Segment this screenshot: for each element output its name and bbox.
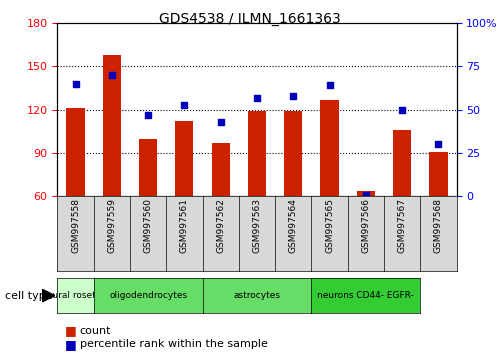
Text: GSM997559: GSM997559 — [107, 198, 116, 253]
Bar — [357, 191, 375, 196]
Point — [398, 107, 406, 113]
Text: GSM997565: GSM997565 — [325, 198, 334, 253]
Text: GDS4538 / ILMN_1661363: GDS4538 / ILMN_1661363 — [159, 12, 340, 27]
Point — [289, 93, 297, 99]
Point — [71, 81, 79, 87]
Text: neurons CD44- EGFR-: neurons CD44- EGFR- — [317, 291, 414, 300]
Text: percentile rank within the sample: percentile rank within the sample — [80, 339, 268, 349]
Bar — [175, 121, 194, 196]
Text: GSM997560: GSM997560 — [144, 198, 153, 253]
Text: GSM997566: GSM997566 — [361, 198, 370, 253]
Bar — [320, 99, 339, 196]
Text: oligodendrocytes: oligodendrocytes — [109, 291, 187, 300]
Bar — [284, 111, 302, 196]
Point — [253, 95, 261, 101]
Point — [181, 102, 189, 107]
Bar — [139, 139, 157, 196]
Text: cell type: cell type — [5, 291, 52, 301]
Text: GSM997562: GSM997562 — [216, 198, 225, 253]
Point — [325, 82, 333, 88]
Text: astrocytes: astrocytes — [234, 291, 280, 300]
Point — [144, 112, 152, 118]
Point — [217, 119, 225, 125]
Text: GSM997558: GSM997558 — [71, 198, 80, 253]
Text: neural rosettes: neural rosettes — [41, 291, 110, 300]
Bar — [103, 55, 121, 196]
Point — [362, 192, 370, 198]
Point — [108, 72, 116, 78]
Text: GSM997564: GSM997564 — [289, 198, 298, 253]
Point — [435, 142, 443, 147]
Bar — [393, 130, 411, 196]
Text: GSM997567: GSM997567 — [398, 198, 407, 253]
Bar — [66, 108, 85, 196]
Text: ■: ■ — [65, 325, 77, 337]
Polygon shape — [42, 290, 55, 302]
Bar — [212, 143, 230, 196]
Text: GSM997568: GSM997568 — [434, 198, 443, 253]
Text: GSM997561: GSM997561 — [180, 198, 189, 253]
Text: count: count — [80, 326, 111, 336]
Text: GSM997563: GSM997563 — [252, 198, 261, 253]
Bar — [248, 111, 266, 196]
Text: ■: ■ — [65, 338, 77, 350]
Bar — [429, 152, 448, 196]
